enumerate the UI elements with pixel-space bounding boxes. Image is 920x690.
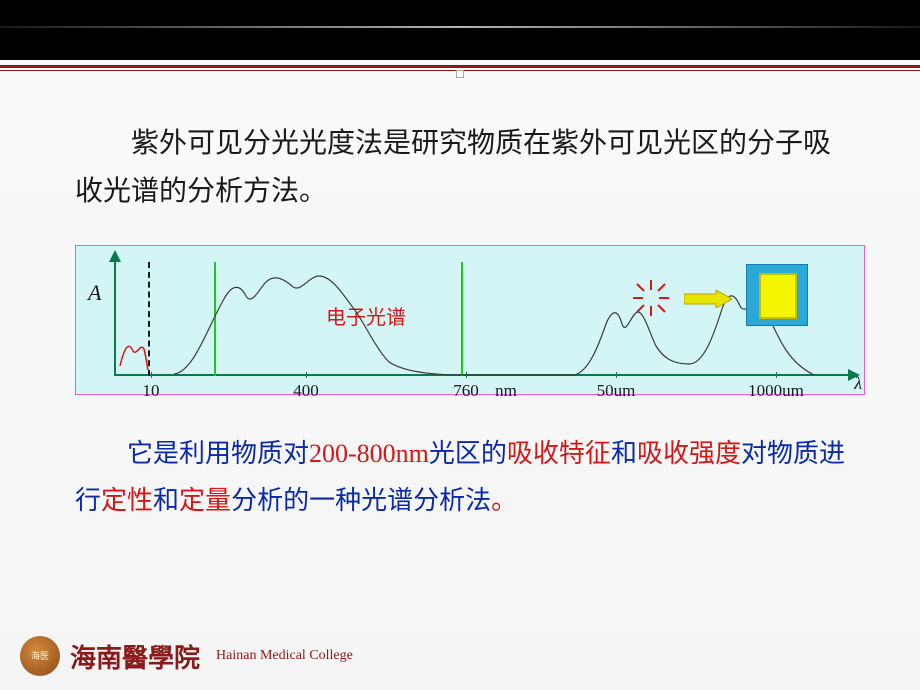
- region-line-2: [461, 262, 463, 376]
- slide-header: [0, 0, 920, 60]
- light-source-icon: [631, 278, 671, 318]
- x-tick-label: 10: [143, 381, 160, 401]
- x-tick-label: 50um: [597, 381, 636, 401]
- summary-segment: 吸收强度: [637, 439, 741, 468]
- y-axis-arrow-icon: [109, 250, 121, 262]
- x-tick-label: 400: [293, 381, 319, 401]
- x-tick-label: nm: [495, 381, 517, 401]
- x-tick: [466, 372, 467, 378]
- curve-left-red: [120, 346, 148, 370]
- slide-divider: [0, 65, 920, 68]
- spectrum-label: 电子光谱: [326, 301, 406, 330]
- college-name-en: Hainan Medical College: [216, 648, 353, 664]
- x-axis: [114, 374, 856, 376]
- watermark-handle: [456, 70, 464, 78]
- x-tick: [616, 372, 617, 378]
- region-line-1: [214, 262, 216, 376]
- summary-segment: 它是利用物质对: [127, 439, 309, 468]
- x-tick-label: 1000um: [748, 381, 804, 401]
- detector-inner: [759, 273, 797, 319]
- summary-segment: 200-800nm: [309, 439, 429, 468]
- x-tick: [306, 372, 307, 378]
- x-tick-label: 760: [453, 381, 479, 401]
- summary-segment: 吸收特征: [507, 439, 611, 468]
- spectrum-diagram: A λ 10400760nm50um1000um 电子光谱: [75, 245, 865, 395]
- summary-segment: 光区的: [429, 439, 507, 468]
- summary-segment: 定性: [101, 486, 153, 515]
- detector-box: [746, 264, 808, 326]
- summary-paragraph: 它是利用物质对200-800nm光区的吸收特征和吸收强度对物质进行定性和定量分析…: [75, 431, 845, 525]
- slide-content: 紫外可见分光光度法是研究物质在紫外可见光区的分子吸收光谱的分析方法。 A λ 1…: [0, 120, 920, 525]
- region-dashed-line: [148, 262, 150, 376]
- x-axis-label: λ: [854, 373, 862, 394]
- x-tick: [151, 372, 152, 378]
- summary-segment: 和: [153, 486, 179, 515]
- summary-segment: 定量: [179, 486, 231, 515]
- footer-logo: 海医 海南醫學院 Hainan Medical College: [20, 636, 353, 676]
- summary-segment: 。: [491, 486, 517, 515]
- college-name-cn: 海南醫學院: [70, 638, 200, 675]
- light-arrow-icon: [684, 290, 732, 308]
- y-axis-label: A: [88, 280, 101, 306]
- intro-paragraph: 紫外可见分光光度法是研究物质在紫外可见光区的分子吸收光谱的分析方法。: [75, 120, 845, 215]
- y-axis: [114, 254, 116, 376]
- summary-segment: 分析的一种光谱分析法: [231, 486, 491, 515]
- x-tick: [776, 372, 777, 378]
- summary-segment: 和: [611, 439, 637, 468]
- college-emblem-icon: 海医: [20, 636, 60, 676]
